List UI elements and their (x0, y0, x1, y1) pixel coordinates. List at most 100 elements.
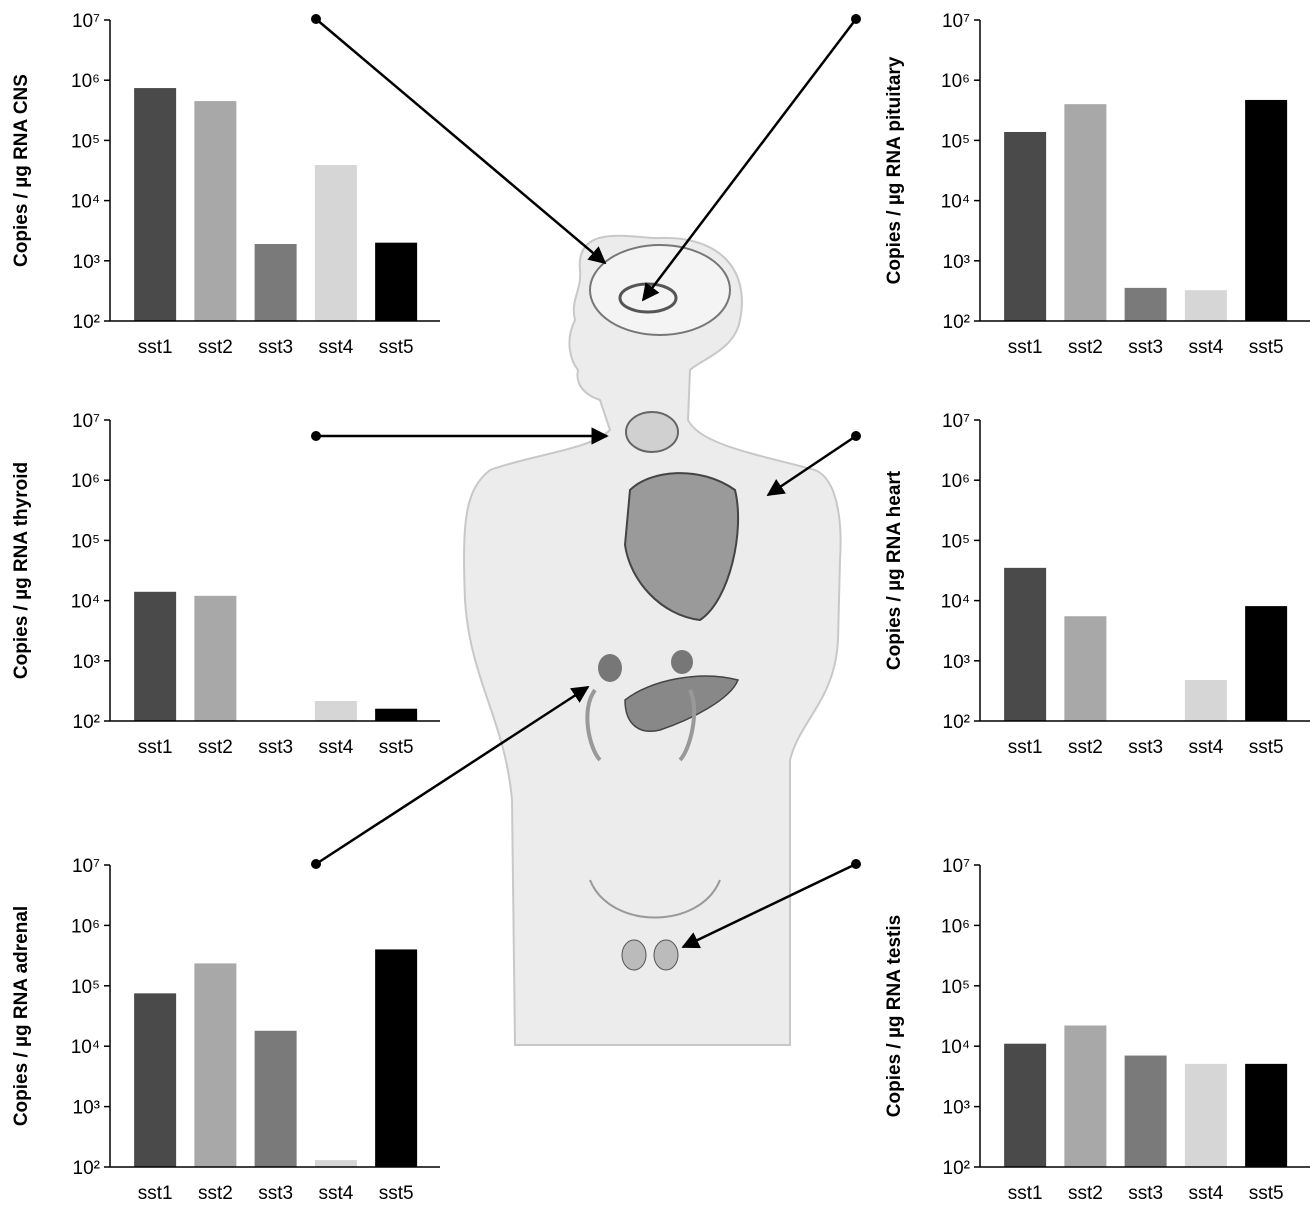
bar (1064, 104, 1106, 321)
y-tick-label: 10⁴ (71, 592, 100, 613)
y-tick-label: 10² (73, 1158, 100, 1179)
y-tick-label: 10² (943, 312, 970, 333)
x-tick-label: sst2 (198, 737, 233, 758)
bar (1125, 1056, 1167, 1167)
bar (134, 88, 176, 321)
y-axis-label: Copies / µg RNA CNS (11, 74, 32, 267)
x-tick-label: sst2 (1068, 1183, 1103, 1204)
x-tick-label: sst3 (1128, 737, 1163, 758)
y-tick-label: 10⁶ (71, 471, 100, 492)
bar (375, 709, 417, 721)
y-tick-label: 10⁵ (941, 977, 970, 998)
y-tick-label: 10⁵ (71, 531, 100, 552)
body-illustration (464, 236, 841, 1045)
x-tick-label: sst3 (1128, 337, 1163, 358)
x-tick-label: sst5 (379, 737, 414, 758)
x-tick-label: sst1 (138, 337, 173, 358)
bar (1185, 680, 1227, 721)
x-tick-label: sst4 (318, 1183, 353, 1204)
y-axis-label: Copies / µg RNA pituitary (884, 56, 905, 284)
x-tick-label: sst4 (1188, 737, 1223, 758)
y-tick-label: 10² (73, 312, 100, 333)
x-tick-label: sst4 (1188, 337, 1223, 358)
bar (1245, 1064, 1287, 1167)
y-tick-label: 10³ (943, 252, 970, 273)
y-tick-label: 10⁴ (71, 1037, 100, 1058)
y-tick-label: 10³ (943, 652, 970, 673)
bar (255, 244, 297, 321)
bar (1245, 606, 1287, 721)
x-tick-label: sst1 (1008, 337, 1043, 358)
x-tick-label: sst4 (1188, 1183, 1223, 1204)
bar (255, 1031, 297, 1167)
figure: sst1 sst2 sst3 sst4 sst5 10² 10³ 10⁴ 10⁵ 10⁶ 10⁷ Co… (0, 0, 1316, 1205)
y-tick-label: 10⁶ (71, 916, 100, 937)
bar (315, 1160, 357, 1167)
y-tick-label: 10⁷ (942, 856, 970, 877)
bar (315, 165, 357, 321)
y-tick-label: 10³ (73, 1098, 100, 1119)
y-tick-label: 10⁴ (941, 1037, 970, 1058)
y-axis-label: Copies / µg RNA thyroid (11, 462, 32, 679)
bar (134, 993, 176, 1167)
y-tick-label: 10⁷ (72, 411, 100, 432)
x-tick-label: sst2 (1068, 737, 1103, 758)
x-tick-label: sst4 (318, 737, 353, 758)
x-tick-label: sst1 (138, 1183, 173, 1204)
x-tick-label: sst5 (1249, 337, 1284, 358)
bar-chart: sst1 sst2 sst3 sst4 sst5 10² 10³ 10⁴ 10⁵ 10⁶ 10⁷ Co… (884, 411, 1310, 758)
y-tick-label: 10⁷ (942, 411, 970, 432)
x-tick-label: sst5 (1249, 737, 1284, 758)
y-tick-label: 10² (943, 712, 970, 733)
x-tick-label: sst3 (258, 1183, 293, 1204)
x-tick-label: sst2 (198, 337, 233, 358)
x-tick-label: sst3 (258, 337, 293, 358)
bar-chart: sst1 sst2 sst3 sst4 sst5 10² 10³ 10⁴ 10⁵ 10⁶ 10⁷ Co… (884, 11, 1310, 358)
y-tick-label: 10⁷ (72, 11, 100, 32)
bar (1125, 288, 1167, 321)
bar (1004, 132, 1046, 321)
bar (375, 243, 417, 321)
y-tick-label: 10² (73, 712, 100, 733)
bar (1185, 290, 1227, 321)
y-tick-label: 10⁶ (941, 471, 970, 492)
x-tick-label: sst3 (1128, 1183, 1163, 1204)
y-axis-label: Copies / µg RNA heart (884, 470, 905, 670)
x-tick-label: sst1 (138, 737, 173, 758)
bar (1064, 1026, 1106, 1167)
y-tick-label: 10⁷ (72, 856, 100, 877)
y-axis-label: Copies / µg RNA adrenal (11, 906, 32, 1126)
x-tick-label: sst5 (379, 1183, 414, 1204)
y-tick-label: 10⁴ (941, 592, 970, 613)
y-tick-label: 10⁵ (71, 977, 100, 998)
x-tick-label: sst5 (379, 337, 414, 358)
x-tick-label: sst1 (1008, 737, 1043, 758)
y-tick-label: 10⁶ (941, 916, 970, 937)
x-tick-label: sst2 (1068, 337, 1103, 358)
y-tick-label: 10⁵ (941, 531, 970, 552)
bar (315, 701, 357, 721)
y-tick-label: 10³ (73, 252, 100, 273)
y-tick-label: 10³ (73, 652, 100, 673)
bar (194, 596, 236, 721)
y-tick-label: 10⁷ (942, 11, 970, 32)
bar (194, 101, 236, 321)
y-tick-label: 10⁵ (941, 131, 970, 152)
y-tick-label: 10² (943, 1158, 970, 1179)
bar (375, 949, 417, 1167)
y-tick-label: 10⁴ (71, 192, 100, 213)
bar-chart: sst1 sst2 sst3 sst4 sst5 10² 10³ 10⁴ 10⁵ 10⁶ 10⁷ Co… (11, 856, 440, 1204)
y-tick-label: 10⁶ (941, 71, 970, 92)
bar (134, 592, 176, 721)
x-tick-label: sst1 (1008, 1183, 1043, 1204)
y-tick-label: 10⁶ (71, 71, 100, 92)
bar (1064, 616, 1106, 721)
bar (1004, 1044, 1046, 1167)
x-tick-label: sst2 (198, 1183, 233, 1204)
y-tick-label: 10³ (943, 1098, 970, 1119)
bar (194, 963, 236, 1167)
y-tick-label: 10⁴ (941, 192, 970, 213)
